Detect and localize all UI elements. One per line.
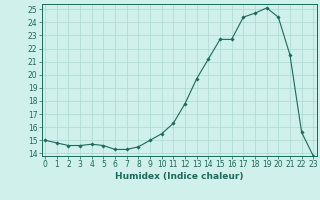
X-axis label: Humidex (Indice chaleur): Humidex (Indice chaleur) — [115, 172, 244, 181]
